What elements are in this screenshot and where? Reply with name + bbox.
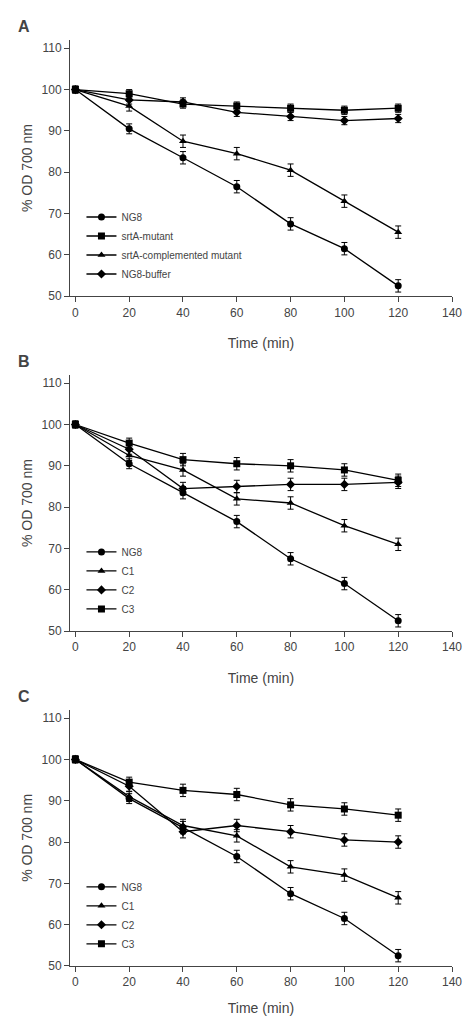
svg-text:140: 140 bbox=[442, 640, 462, 654]
svg-text:C2: C2 bbox=[121, 920, 134, 931]
svg-text:srtA-mutant: srtA-mutant bbox=[121, 231, 173, 242]
svg-text:40: 40 bbox=[176, 975, 190, 989]
svg-text:120: 120 bbox=[388, 640, 408, 654]
svg-text:20: 20 bbox=[123, 640, 137, 654]
svg-text:C1: C1 bbox=[121, 901, 134, 912]
svg-text:50: 50 bbox=[48, 959, 62, 973]
svg-text:60: 60 bbox=[230, 306, 244, 320]
svg-text:60: 60 bbox=[230, 640, 244, 654]
svg-text:140: 140 bbox=[442, 306, 462, 320]
svg-text:Time (min): Time (min) bbox=[228, 670, 294, 686]
svg-text:C3: C3 bbox=[121, 939, 134, 950]
svg-text:80: 80 bbox=[48, 165, 62, 179]
svg-text:A: A bbox=[18, 18, 30, 35]
svg-text:% OD 700 nm: % OD 700 nm bbox=[19, 459, 35, 547]
svg-text:B: B bbox=[18, 353, 30, 370]
svg-text:NG8: NG8 bbox=[121, 212, 142, 223]
svg-text:80: 80 bbox=[284, 975, 298, 989]
svg-text:C3: C3 bbox=[121, 604, 134, 615]
svg-text:80: 80 bbox=[284, 306, 298, 320]
svg-text:% OD 700 nm: % OD 700 nm bbox=[19, 124, 35, 212]
svg-text:70: 70 bbox=[48, 207, 62, 221]
svg-text:120: 120 bbox=[388, 306, 408, 320]
svg-text:80: 80 bbox=[48, 835, 62, 849]
svg-text:90: 90 bbox=[48, 794, 62, 808]
svg-text:50: 50 bbox=[48, 624, 62, 638]
svg-text:140: 140 bbox=[442, 975, 462, 989]
svg-text:60: 60 bbox=[230, 975, 244, 989]
svg-text:80: 80 bbox=[284, 640, 298, 654]
svg-text:C1: C1 bbox=[121, 566, 134, 577]
svg-text:70: 70 bbox=[48, 542, 62, 556]
svg-text:50: 50 bbox=[48, 289, 62, 303]
svg-text:Time (min): Time (min) bbox=[228, 1000, 294, 1016]
svg-text:100: 100 bbox=[334, 640, 354, 654]
svg-text:90: 90 bbox=[48, 459, 62, 473]
svg-text:120: 120 bbox=[388, 975, 408, 989]
svg-text:0: 0 bbox=[72, 975, 79, 989]
svg-text:100: 100 bbox=[42, 753, 62, 767]
svg-text:srtA-complemented mutant: srtA-complemented mutant bbox=[121, 250, 241, 261]
svg-text:0: 0 bbox=[72, 306, 79, 320]
svg-text:0: 0 bbox=[72, 640, 79, 654]
svg-text:% OD 700 nm: % OD 700 nm bbox=[19, 794, 35, 882]
svg-text:110: 110 bbox=[42, 711, 61, 725]
svg-text:100: 100 bbox=[42, 418, 62, 432]
svg-text:40: 40 bbox=[176, 640, 190, 654]
svg-text:70: 70 bbox=[48, 877, 62, 891]
svg-text:90: 90 bbox=[48, 124, 62, 138]
svg-text:C: C bbox=[18, 688, 30, 705]
svg-text:20: 20 bbox=[123, 306, 137, 320]
svg-text:NG8-buffer: NG8-buffer bbox=[121, 269, 171, 280]
svg-text:NG8: NG8 bbox=[121, 882, 142, 893]
svg-text:100: 100 bbox=[42, 83, 62, 97]
svg-text:60: 60 bbox=[48, 248, 62, 262]
svg-text:60: 60 bbox=[48, 583, 62, 597]
svg-text:Time (min): Time (min) bbox=[228, 335, 294, 351]
svg-text:100: 100 bbox=[334, 975, 354, 989]
svg-text:C2: C2 bbox=[121, 585, 134, 596]
svg-text:100: 100 bbox=[334, 306, 354, 320]
svg-text:110: 110 bbox=[42, 41, 61, 55]
svg-text:80: 80 bbox=[48, 500, 62, 514]
svg-text:20: 20 bbox=[123, 975, 137, 989]
svg-text:NG8: NG8 bbox=[121, 547, 142, 558]
svg-text:60: 60 bbox=[48, 918, 62, 932]
svg-text:40: 40 bbox=[176, 306, 190, 320]
svg-text:110: 110 bbox=[42, 376, 61, 390]
